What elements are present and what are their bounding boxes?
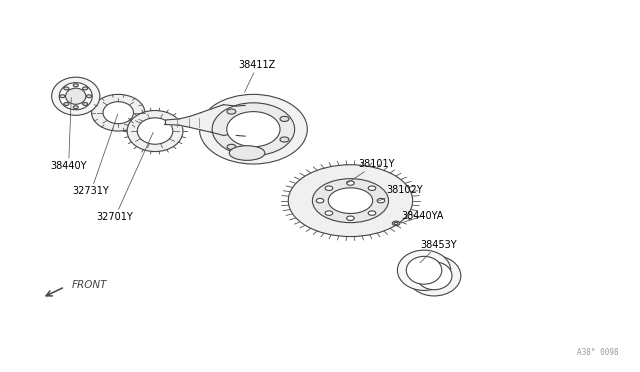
Text: FRONT: FRONT [71,280,107,290]
Circle shape [288,165,413,237]
Circle shape [377,198,385,203]
Circle shape [73,106,78,109]
Circle shape [325,186,333,190]
Circle shape [394,222,398,224]
Ellipse shape [212,103,294,155]
Text: 38102Y: 38102Y [378,185,423,201]
Ellipse shape [408,256,461,296]
Ellipse shape [127,110,183,151]
Circle shape [328,188,372,214]
Text: 38453Y: 38453Y [420,240,457,263]
Ellipse shape [406,256,442,284]
Circle shape [83,103,88,105]
Polygon shape [236,105,245,136]
Circle shape [312,179,388,223]
Circle shape [83,87,88,90]
Circle shape [392,221,400,225]
Circle shape [368,186,376,190]
Ellipse shape [397,250,451,291]
Circle shape [347,216,355,221]
Ellipse shape [200,94,307,164]
Circle shape [73,84,78,87]
Ellipse shape [227,112,280,147]
Ellipse shape [92,94,145,131]
Circle shape [347,181,355,185]
Ellipse shape [417,262,452,290]
Circle shape [368,211,376,215]
Polygon shape [223,105,236,135]
Circle shape [60,95,65,98]
Ellipse shape [103,102,134,124]
Polygon shape [201,109,211,132]
Ellipse shape [229,146,265,160]
Circle shape [325,211,333,215]
Text: 38411Z: 38411Z [239,60,276,92]
Text: A38° 0098: A38° 0098 [577,349,618,357]
Text: 32701Y: 32701Y [97,132,153,222]
Ellipse shape [60,83,92,110]
Polygon shape [211,105,223,135]
Circle shape [64,87,69,90]
Polygon shape [164,119,179,125]
Ellipse shape [52,77,100,115]
Text: 38440YA: 38440YA [401,211,444,223]
Text: 38101Y: 38101Y [346,159,395,183]
Circle shape [86,95,92,98]
Circle shape [280,116,289,121]
Circle shape [316,198,324,203]
Circle shape [64,103,69,105]
Polygon shape [190,113,201,130]
Circle shape [227,144,236,150]
Polygon shape [179,116,190,127]
Ellipse shape [65,88,86,104]
Ellipse shape [137,118,173,144]
Circle shape [227,109,236,114]
Circle shape [280,137,289,142]
Text: 32731Y: 32731Y [72,114,118,196]
Text: 38440Y: 38440Y [51,97,87,171]
